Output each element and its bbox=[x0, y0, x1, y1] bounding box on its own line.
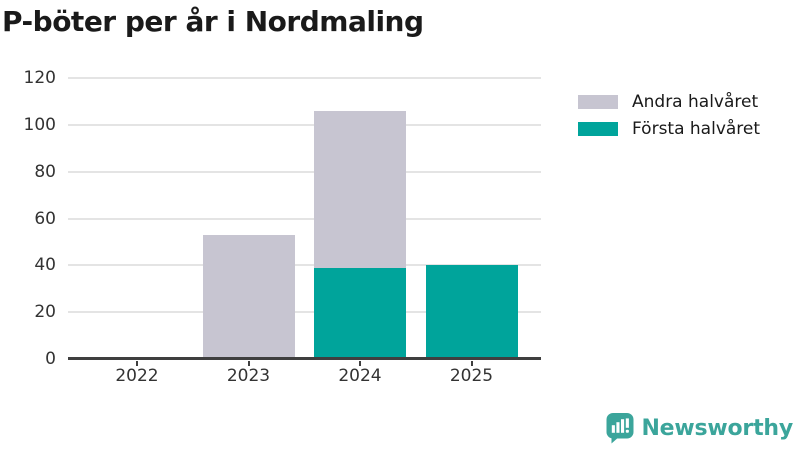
legend-swatch-andra-halvaret bbox=[578, 95, 618, 109]
x-axis-line bbox=[68, 357, 541, 360]
x-tick-2022 bbox=[136, 361, 138, 366]
y-tick-label-20: 20 bbox=[34, 302, 56, 323]
y-tick-label-0: 0 bbox=[45, 349, 56, 369]
bar-2023-andra-halvåret bbox=[202, 234, 295, 359]
gridline-20 bbox=[68, 311, 541, 314]
x-tick-label-2025: 2025 bbox=[449, 366, 494, 386]
chart-title: P-böter per år i Nordmaling bbox=[2, 5, 424, 38]
newsworthy-logo: Newsworthy bbox=[606, 412, 793, 444]
y-tick-label-80: 80 bbox=[34, 161, 56, 182]
newsworthy-logo-icon bbox=[606, 413, 634, 444]
plot-area bbox=[68, 77, 541, 366]
legend-item-andra-halvaret: Andra halvåret bbox=[578, 92, 760, 112]
legend-label: Första halvåret bbox=[632, 119, 761, 139]
gridline-120 bbox=[68, 77, 541, 79]
legend: Andra halvåret Första halvåret bbox=[578, 92, 761, 149]
bar-2024-första-halvåret bbox=[314, 267, 406, 359]
x-axis-labels: 2022 2023 2024 2025 bbox=[68, 366, 541, 390]
gridline-60 bbox=[68, 217, 541, 220]
newsworthy-logo-text: Newsworthy bbox=[641, 415, 793, 441]
x-tick-label-2022: 2022 bbox=[115, 366, 159, 386]
x-tick-2024 bbox=[359, 361, 361, 366]
x-tick-label-2024: 2024 bbox=[338, 366, 382, 386]
y-tick-label-40: 40 bbox=[34, 255, 56, 276]
x-tick-label-2023: 2023 bbox=[226, 366, 271, 386]
x-tick-2023 bbox=[247, 361, 250, 366]
y-tick-label-100: 100 bbox=[23, 114, 56, 135]
gridline-40 bbox=[68, 264, 541, 267]
legend-item-forsta-halvaret: Första halvåret bbox=[578, 119, 761, 139]
legend-label: Andra halvåret bbox=[632, 92, 759, 112]
bar-2025-första-halvåret bbox=[425, 265, 518, 359]
y-tick-label-120: 120 bbox=[23, 68, 56, 88]
gridline-80 bbox=[68, 170, 541, 173]
x-tick-2025 bbox=[470, 361, 473, 366]
y-tick-label-60: 60 bbox=[34, 208, 56, 229]
y-axis-labels: 0 20 40 60 80 100 120 bbox=[0, 68, 56, 369]
gridline-100 bbox=[68, 123, 541, 126]
bar-2024-andra-halvåret bbox=[314, 110, 406, 268]
legend-swatch-forsta-halvaret bbox=[578, 122, 618, 136]
